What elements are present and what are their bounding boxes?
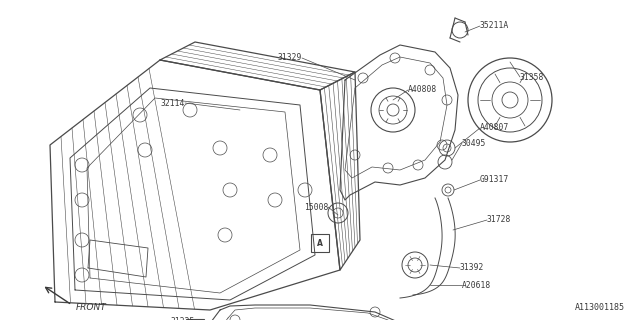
Text: 32114: 32114 <box>161 99 185 108</box>
Text: FRONT: FRONT <box>76 303 107 313</box>
Text: 15008: 15008 <box>303 203 328 212</box>
Text: 31358: 31358 <box>520 73 545 82</box>
FancyBboxPatch shape <box>311 234 329 252</box>
Text: 31392: 31392 <box>460 263 484 273</box>
Text: 31329: 31329 <box>278 53 302 62</box>
Text: 30495: 30495 <box>462 139 486 148</box>
Text: G91317: G91317 <box>480 175 509 185</box>
Text: A40807: A40807 <box>480 124 509 132</box>
Text: A40808: A40808 <box>408 85 437 94</box>
FancyBboxPatch shape <box>186 319 204 320</box>
Text: A113001185: A113001185 <box>575 303 625 312</box>
Text: A: A <box>317 238 323 247</box>
Text: A20618: A20618 <box>462 281 492 290</box>
Text: 31225: 31225 <box>171 317 195 320</box>
Text: 35211A: 35211A <box>480 21 509 30</box>
Text: 31728: 31728 <box>487 215 511 225</box>
